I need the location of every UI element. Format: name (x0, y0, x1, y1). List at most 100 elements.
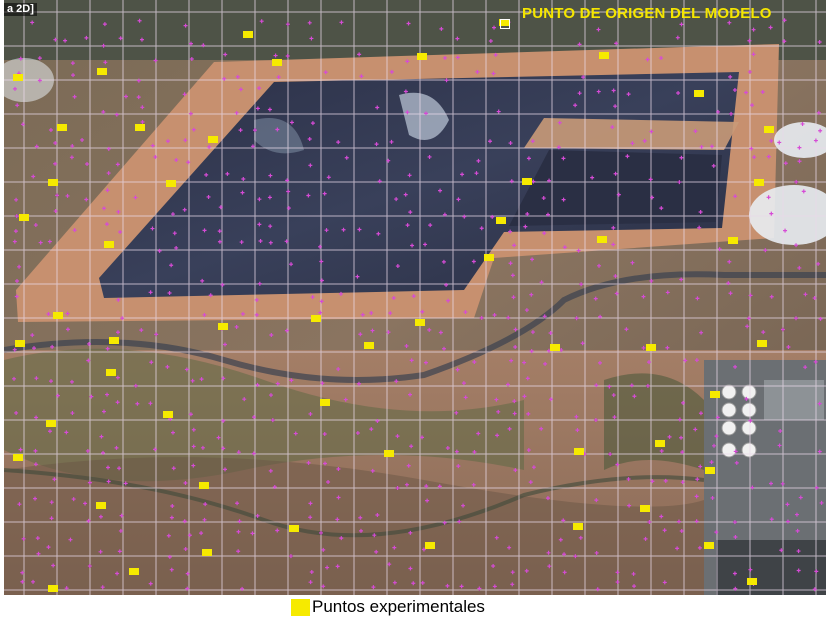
mesh-node (681, 400, 686, 405)
mesh-node (643, 536, 648, 541)
mesh-node (817, 39, 822, 44)
mesh-node (255, 513, 260, 518)
model-origin-label: PUNTO DE ORIGEN DEL MODELO (522, 5, 772, 22)
mesh-node (423, 360, 428, 365)
mesh-node (579, 282, 584, 287)
storage-tanks (721, 384, 757, 458)
legend-swatch (291, 598, 310, 616)
mesh-node (335, 517, 340, 522)
mesh-node (794, 512, 799, 517)
mesh-node (751, 52, 756, 57)
mesh-node (752, 155, 757, 160)
mesh-node (732, 520, 737, 525)
mesh-node (33, 462, 38, 467)
mesh-node (394, 379, 399, 384)
mesh-node (319, 259, 324, 264)
mesh-node (539, 426, 544, 431)
mesh-node (185, 571, 190, 576)
mesh-node (748, 418, 753, 423)
mesh-node (391, 296, 396, 301)
mesh-node (358, 515, 363, 520)
mesh-node (359, 528, 364, 533)
mesh-node (306, 193, 311, 198)
mesh-node (578, 535, 583, 540)
mesh-node (782, 18, 787, 23)
mesh-node (200, 278, 205, 283)
mesh-node (206, 194, 211, 199)
mesh-node (714, 530, 719, 535)
mesh-node (472, 360, 477, 365)
mesh-node (236, 450, 241, 455)
mesh-node (445, 446, 450, 451)
mesh-node (597, 263, 602, 268)
mesh-node (12, 376, 17, 381)
mesh-node (455, 55, 460, 60)
mesh-node (813, 138, 818, 143)
mesh-node (86, 518, 91, 523)
mesh-node (289, 262, 294, 267)
mesh-node (768, 481, 773, 486)
mesh-node (642, 138, 647, 143)
mesh-node (420, 580, 425, 585)
legend: Puntos experimentales (291, 596, 485, 618)
mesh-node (543, 361, 548, 366)
mesh-node (496, 109, 501, 114)
mesh-node (371, 585, 376, 590)
mesh-node (53, 161, 58, 166)
experimental-point (754, 179, 764, 186)
mesh-node (766, 154, 771, 159)
experimental-point (728, 237, 738, 244)
mesh-node (276, 75, 281, 80)
mesh-node (768, 25, 773, 30)
mesh-node (409, 358, 414, 363)
mesh-node (580, 341, 585, 346)
mesh-node (659, 448, 664, 453)
mesh-node (115, 375, 120, 380)
mesh-node (34, 376, 39, 381)
mesh-node (18, 56, 23, 61)
satellite-map[interactable]: a 2D] PUNTO DE ORIGEN DEL MODELO (4, 0, 826, 595)
mesh-node (662, 528, 667, 533)
mesh-node (221, 376, 226, 381)
mesh-node (326, 175, 331, 180)
mesh-node (258, 239, 263, 244)
mesh-node (780, 327, 785, 332)
mesh-node (428, 223, 433, 228)
experimental-point (272, 59, 282, 66)
mesh-node (794, 243, 799, 248)
mesh-node (49, 516, 54, 521)
mesh-node (438, 188, 443, 193)
mesh-node (491, 564, 496, 569)
mesh-node (286, 206, 291, 211)
mesh-node (310, 295, 315, 300)
mesh-node (118, 528, 123, 533)
mesh-node (70, 411, 75, 416)
mesh-node (801, 189, 806, 194)
mesh-node (83, 501, 88, 506)
mesh-node (649, 129, 654, 134)
mesh-node (153, 154, 158, 159)
mesh-node (547, 178, 552, 183)
mesh-node (683, 358, 688, 363)
mesh-node (120, 316, 125, 321)
mesh-node (217, 229, 222, 234)
mesh-node (86, 358, 91, 363)
mesh-node (511, 295, 516, 300)
mesh-node (649, 278, 654, 283)
mesh-node (404, 482, 409, 487)
mesh-node (496, 409, 501, 414)
mesh-node (677, 180, 682, 185)
mesh-node (421, 547, 426, 552)
model-origin-marker[interactable] (500, 19, 510, 29)
mesh-node (648, 177, 653, 182)
mesh-node (149, 360, 154, 365)
mesh-node (733, 194, 738, 199)
mesh-node (268, 393, 273, 398)
mesh-node (817, 449, 822, 454)
experimental-point (97, 68, 107, 75)
mesh-node (510, 570, 515, 575)
mesh-node (650, 479, 655, 484)
mesh-node (12, 347, 17, 352)
mesh-node (494, 397, 499, 402)
mesh-node (732, 571, 737, 576)
